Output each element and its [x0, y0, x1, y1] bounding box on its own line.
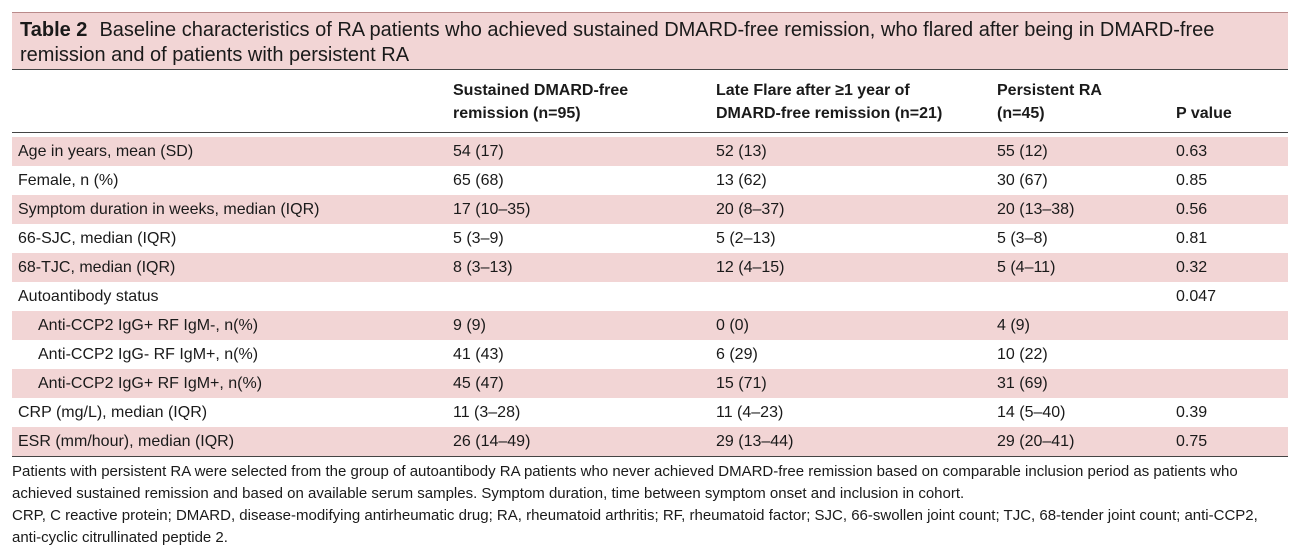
- row-label: Anti-CCP2 IgG+ RF IgM-, n(%): [38, 317, 259, 334]
- cell-sustained: 11 (3–28): [453, 404, 521, 421]
- table-row: Autoantibody status 0.047: [12, 282, 1288, 311]
- table-row: Female, n (%) 65 (68) 13 (62) 30 (67) 0.85: [12, 166, 1288, 195]
- table-row: Anti-CCP2 IgG+ RF IgM-, n(%) 9 (9) 0 (0) …: [12, 311, 1288, 340]
- column-header-sustained: Sustained DMARD-free remission (n=95): [453, 82, 629, 122]
- column-header-late-flare: Late Flare after ≥1 year of DMARD-free r…: [716, 82, 943, 122]
- footnote-abbreviations: CRP, C reactive protein; DMARD, disease-…: [12, 507, 1258, 546]
- cell-sustained: 9 (9): [453, 317, 486, 334]
- cell-persistent: 4 (9): [997, 317, 1030, 334]
- cell-sustained: 26 (14–49): [453, 433, 531, 450]
- footnote-selection: Patients with persistent RA were selecte…: [12, 463, 1238, 502]
- cell-late-flare: 20 (8–37): [716, 201, 785, 218]
- cell-sustained: 54 (17): [453, 143, 504, 160]
- table-title-bar: Table 2 Baseline characteristics of RA pa…: [12, 12, 1288, 70]
- cell-late-flare: 6 (29): [716, 346, 758, 363]
- row-label: Anti-CCP2 IgG- RF IgM+, n(%): [38, 346, 259, 363]
- cell-persistent: 5 (4–11): [997, 259, 1056, 276]
- cell-p-value: 0.047: [1176, 288, 1217, 305]
- cell-sustained: 5 (3–9): [453, 230, 504, 247]
- cell-p-value: 0.81: [1176, 230, 1208, 247]
- row-label: 66-SJC, median (IQR): [18, 230, 177, 247]
- cell-late-flare: 52 (13): [716, 143, 767, 160]
- row-label: Autoantibody status: [18, 288, 159, 305]
- cell-late-flare: 11 (4–23): [716, 404, 784, 421]
- cell-persistent: 29 (20–41): [997, 433, 1075, 450]
- table-row: Age in years, mean (SD) 54 (17) 52 (13) 55 …: [12, 137, 1288, 166]
- table-footnotes: Patients with persistent RA were selecte…: [12, 456, 1288, 549]
- cell-sustained: 17 (10–35): [453, 201, 531, 218]
- cell-sustained: 8 (3–13): [453, 259, 513, 276]
- cell-persistent: 31 (69): [997, 375, 1048, 392]
- cell-late-flare: 29 (13–44): [716, 433, 794, 450]
- row-label: ESR (mm/hour), median (IQR): [18, 433, 235, 450]
- column-header-p-value: P value: [1176, 105, 1232, 122]
- cell-p-value: 0.75: [1176, 433, 1208, 450]
- cell-sustained: 45 (47): [453, 375, 504, 392]
- cell-persistent: 55 (12): [997, 143, 1048, 160]
- cell-sustained: 41 (43): [453, 346, 504, 363]
- cell-late-flare: 12 (4–15): [716, 259, 785, 276]
- table-row: Symptom duration in weeks, median (IQR) 1…: [12, 195, 1288, 224]
- cell-persistent: 30 (67): [997, 172, 1048, 189]
- table-row: Anti-CCP2 IgG+ RF IgM+, n(%) 45 (47) 15 (7…: [12, 369, 1288, 398]
- table-header-row: Sustained DMARD-free remission (n=95) La…: [12, 70, 1288, 133]
- cell-late-flare: 5 (2–13): [716, 230, 776, 247]
- cell-late-flare: 15 (71): [716, 375, 767, 392]
- table-row: ESR (mm/hour), median (IQR) 26 (14–49) 29 …: [12, 427, 1288, 456]
- table-title: Baseline characteristics of RA patients …: [20, 19, 1215, 66]
- row-label: Female, n (%): [18, 172, 119, 189]
- cell-p-value: 0.39: [1176, 404, 1208, 421]
- cell-p-value: 0.32: [1176, 259, 1208, 276]
- table-row: 66-SJC, median (IQR) 5 (3–9) 5 (2–13) 5 …: [12, 224, 1288, 253]
- cell-sustained: 65 (68): [453, 172, 504, 189]
- cell-p-value: 0.56: [1176, 201, 1208, 218]
- row-label: Symptom duration in weeks, median (IQR): [18, 201, 320, 218]
- cell-persistent: 14 (5–40): [997, 404, 1066, 421]
- table-row: 68-TJC, median (IQR) 8 (3–13) 12 (4–15) 5…: [12, 253, 1288, 282]
- cell-late-flare: 0 (0): [716, 317, 749, 334]
- cell-p-value: 0.63: [1176, 143, 1208, 160]
- row-label: Age in years, mean (SD): [18, 143, 194, 160]
- cell-p-value: 0.85: [1176, 172, 1208, 189]
- table-row: CRP (mg/L), median (IQR) 11 (3–28) 11 (4–2…: [12, 398, 1288, 427]
- cell-late-flare: 13 (62): [716, 172, 767, 189]
- row-label: CRP (mg/L), median (IQR): [18, 404, 208, 421]
- table-row: Anti-CCP2 IgG- RF IgM+, n(%) 41 (43) 6 (29…: [12, 340, 1288, 369]
- cell-persistent: 20 (13–38): [997, 201, 1075, 218]
- cell-persistent: 5 (3–8): [997, 230, 1048, 247]
- row-label: 68-TJC, median (IQR): [18, 259, 176, 276]
- table-number: Table 2: [20, 19, 88, 41]
- row-label: Anti-CCP2 IgG+ RF IgM+, n(%): [38, 375, 263, 392]
- cell-persistent: 10 (22): [997, 346, 1048, 363]
- column-header-persistent: Persistent RA (n=45): [997, 82, 1102, 122]
